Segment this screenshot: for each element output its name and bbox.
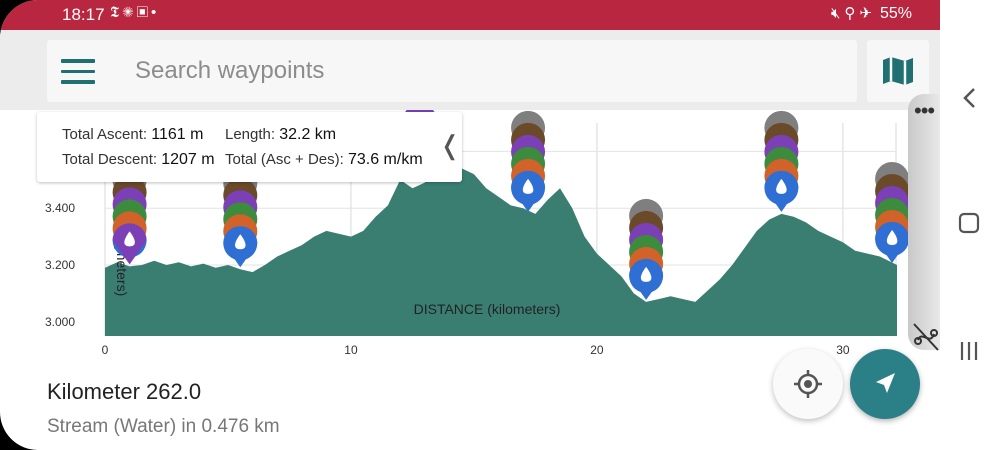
collapse-stats-button[interactable]: ❬ [439,130,461,160]
edge-panel-handle[interactable]: ••• [908,94,940,351]
navigate-button[interactable] [850,349,920,419]
search-bar [47,40,857,102]
x-tick-label: 0 [102,343,109,357]
airplane-icon: ✈ [859,5,876,22]
total-ascent-value: 1161 m [151,126,204,143]
water-drop-icon [522,178,534,194]
x-axis-label: DISTANCE (kilometers) [414,301,561,317]
length-value: 32.2 km [279,126,337,143]
search-input[interactable] [135,56,735,86]
sync-icon: ✺ [122,4,137,21]
home-icon[interactable] [940,210,1000,236]
status-time: 18:17 [62,5,105,24]
recents-icon[interactable] [940,338,1000,364]
notification-icons: 𝕿✺▣• [110,4,159,21]
water-drop-icon [640,266,652,282]
length-label: Length: [225,126,276,143]
elevation-area [105,159,897,336]
y-tick-label: 3.400 [45,201,75,215]
total-descent-label: Total Descent: [62,151,158,168]
status-bar: 18:17 𝕿✺▣• 🔇︎⚲✈ 55% [0,0,940,30]
navigation-arrow-icon [876,373,895,393]
waypoint-marker[interactable] [629,198,664,300]
waypoint-marker[interactable] [511,110,546,212]
dot-icon: • [151,4,160,21]
app-screen: 18:17 𝕿✺▣• 🔇︎⚲✈ 55% 0 10 20 30 3.000 3.200 3.4… [0,0,940,450]
map-icon [883,57,913,85]
battery-percent: 55% [879,5,912,22]
waypoint-subtitle: Stream (Water) in 0.476 km [47,416,280,437]
system-icons: 🔇︎⚲✈ [831,4,876,22]
x-tick-label: 30 [836,343,850,357]
nyt-icon: 𝕿 [110,4,123,21]
x-tick-label: 10 [344,343,358,357]
building-icon [124,231,135,247]
total-rate-label: Total (Asc + Des): [225,151,344,168]
y-tick-label: 3.200 [45,258,75,272]
back-icon[interactable] [940,85,1000,111]
mute-icon: 🔇︎ [830,5,845,22]
water-drop-icon [776,178,787,194]
total-descent-value: 1207 m [161,151,215,168]
photo-icon: ▣ [136,4,152,21]
total-rate-value: 73.6 m/km [347,151,423,168]
route-stats-panel: Total Ascent: 1161 m Total Descent: 1207… [37,112,462,182]
more-icon[interactable]: ••• [914,98,935,123]
waypoint-marker[interactable] [764,110,799,212]
x-tick-label: 20 [590,343,604,357]
my-location-button[interactable] [773,349,843,419]
system-nav-bar [940,0,1000,450]
waypoint-marker[interactable] [112,163,147,265]
water-drop-icon [235,234,246,250]
waypoint-marker[interactable] [223,166,258,268]
waypoint-title: Kilometer 262.0 [47,379,202,404]
y-tick-label: 3.000 [45,315,75,329]
crosshair-icon [794,370,822,398]
total-ascent-label: Total Ascent: [62,126,148,143]
map-button[interactable] [867,40,929,102]
globe-icon [886,230,898,245]
waypoint-marker[interactable] [875,162,910,263]
route-off-icon[interactable] [912,316,940,356]
location-icon: ⚲ [844,5,860,22]
menu-icon[interactable] [61,59,95,84]
